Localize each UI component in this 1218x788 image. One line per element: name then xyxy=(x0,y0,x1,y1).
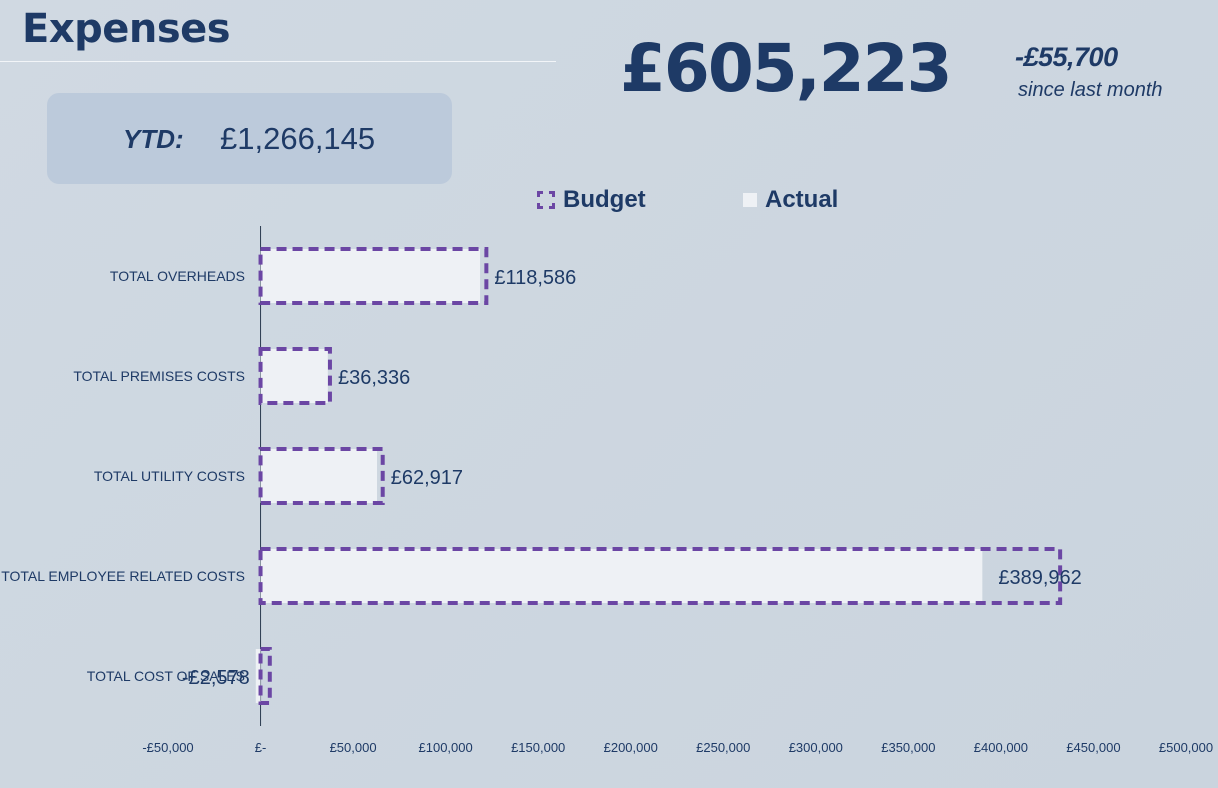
category-label-2: TOTAL UTILITY COSTS xyxy=(94,468,245,484)
data-label-1: £36,336 xyxy=(338,367,410,389)
data-label-4: -£2,578 xyxy=(182,667,250,689)
page-title: Expenses xyxy=(22,6,231,52)
x-tick-label-1: £- xyxy=(255,740,267,755)
legend-swatch-actual xyxy=(743,193,757,207)
legend-label-budget: Budget xyxy=(563,186,646,213)
bar-budget-2 xyxy=(258,447,385,505)
x-tick-label-8: £350,000 xyxy=(881,740,935,755)
x-tick-label-9: £400,000 xyxy=(974,740,1028,755)
x-tick-label-10: £450,000 xyxy=(1066,740,1120,755)
legend-label-actual: Actual xyxy=(765,186,839,213)
x-tick-label-11: £500,000 xyxy=(1159,740,1213,755)
bar-actual-0 xyxy=(260,249,481,303)
x-tick-label-0: -£50,000 xyxy=(142,740,193,755)
bar-actual-3 xyxy=(260,549,983,603)
category-label-4: TOTAL COST OF SALES xyxy=(87,668,245,684)
x-tick-label-4: £150,000 xyxy=(511,740,565,755)
data-label-0: £118,586 xyxy=(494,267,576,289)
data-label-2: £62,917 xyxy=(391,467,463,489)
x-tick-label-2: £50,000 xyxy=(330,740,377,755)
x-tick-label-6: £250,000 xyxy=(696,740,750,755)
bar-actual-4 xyxy=(255,649,261,703)
bar-actual-1 xyxy=(260,349,328,403)
x-tick-label-3: £100,000 xyxy=(419,740,473,755)
x-tick-label-7: £300,000 xyxy=(789,740,843,755)
category-label-0: TOTAL OVERHEADS xyxy=(110,268,245,284)
data-label-3: £389,962 xyxy=(998,567,1081,589)
x-tick-label-5: £200,000 xyxy=(604,740,658,755)
bar-actual-2 xyxy=(260,449,377,503)
bar-budget-4 xyxy=(258,647,272,705)
ytd-card: YTD: £1,266,145 xyxy=(47,93,452,184)
bar-budget-0 xyxy=(258,247,489,305)
month-delta: -£55,700 xyxy=(1015,42,1118,72)
monthly-total: £605,223 xyxy=(620,30,953,107)
title-divider xyxy=(0,61,556,62)
bar-budget-1 xyxy=(258,347,332,405)
ytd-value: £1,266,145 xyxy=(220,121,376,156)
legend-swatch-budget xyxy=(537,191,555,209)
legend-item-actual: Actual xyxy=(743,186,838,214)
category-label-3: TOTAL EMPLOYEE RELATED COSTS xyxy=(1,568,245,584)
legend-item-budget: Budget xyxy=(537,186,646,214)
ytd-label: YTD: xyxy=(123,124,184,154)
category-label-1: TOTAL PREMISES COSTS xyxy=(73,368,245,384)
month-delta-caption: since last month xyxy=(1018,79,1163,101)
bar-budget-3 xyxy=(258,547,1063,605)
